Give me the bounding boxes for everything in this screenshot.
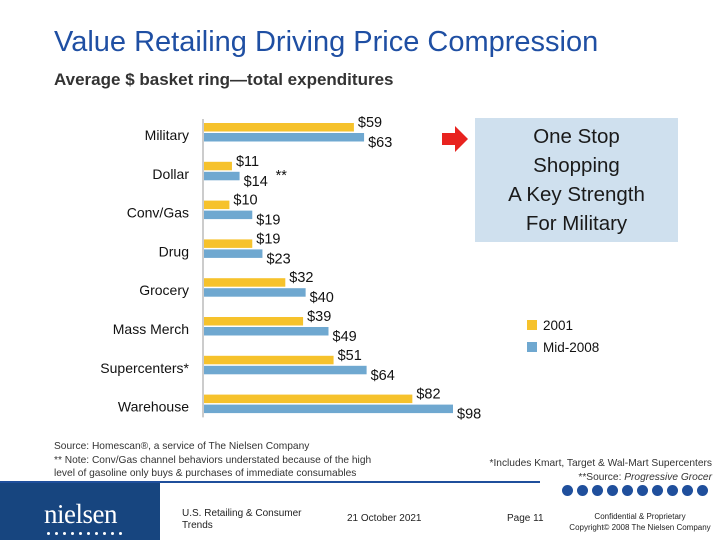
category-label: Supercenters*	[100, 360, 189, 376]
category-label: Conv/Gas	[127, 205, 189, 221]
data-label: $19	[256, 213, 280, 229]
bar-2001-conv-gas	[204, 200, 230, 210]
dot-icon	[622, 485, 633, 496]
bar-2001-warehouse	[204, 394, 413, 404]
data-label: $98	[457, 407, 481, 423]
footer-legal: Confidential & Proprietary Copyright© 20…	[566, 511, 714, 533]
source2-prefix: **Source:	[578, 471, 625, 483]
dot-icon	[577, 485, 588, 496]
bar-mid-2008-dollar	[204, 171, 240, 181]
dot-icon	[667, 485, 678, 496]
decorative-dots	[562, 485, 708, 496]
logo-text: nielsen	[44, 499, 117, 529]
nielsen-logo: nielsen	[0, 483, 160, 540]
footnotes-right: *Includes Kmart, Target & Wal-Mart Super…	[489, 457, 712, 484]
footer-date: 21 October 2021	[347, 513, 422, 524]
chart-legend: 2001 Mid-2008	[527, 314, 599, 358]
logo-dots	[47, 532, 122, 535]
dept-line: U.S. Retailing & Consumer	[182, 508, 302, 519]
dot-icon	[637, 485, 648, 496]
legend-label: Mid-2008	[543, 339, 600, 355]
slide-title: Value Retailing Driving Price Compressio…	[54, 26, 599, 58]
bar-chart: Military $59 $63 Dollar $11 $14 ** Conv/Gas $10 $…	[100, 115, 481, 423]
dot-icon	[562, 485, 573, 496]
bar-2001-dollar	[204, 161, 232, 171]
bar-2001-drug	[204, 239, 253, 248]
bar-mid-2008-supercenters-	[204, 365, 367, 375]
footer-divider	[0, 481, 540, 483]
legend-label: 2001	[543, 317, 574, 333]
callout-box: One Stop Shopping A Key Strength For Mil…	[475, 118, 678, 242]
footer-page: Page 11	[507, 513, 544, 524]
includes-note: *Includes Kmart, Target & Wal-Mart Super…	[489, 458, 712, 469]
bar-2001-mass-merch	[204, 317, 304, 326]
legend-item-mid-2008: Mid-2008	[527, 336, 599, 358]
annotation-label: **	[276, 168, 288, 184]
data-label: $14	[244, 174, 268, 190]
data-label: $82	[416, 387, 440, 403]
bar-2001-military	[204, 123, 354, 132]
callout-line: Shopping	[533, 154, 620, 177]
data-label: $64	[371, 368, 395, 384]
bar-2001-grocery	[204, 278, 286, 287]
confidential-text: Confidential & Proprietary	[594, 512, 686, 521]
copyright-text: Copyright© 2008 The Nielsen Company	[569, 523, 711, 532]
data-label: $40	[310, 290, 334, 306]
data-label: $32	[289, 270, 313, 286]
category-label: Dollar	[152, 166, 189, 182]
source2-name: Progressive Grocer	[624, 471, 712, 483]
category-label: Grocery	[139, 282, 189, 298]
bar-mid-2008-warehouse	[204, 404, 453, 414]
bar-mid-2008-drug	[204, 249, 263, 258]
bar-mid-2008-grocery	[204, 288, 306, 297]
category-label: Military	[145, 127, 189, 143]
dot-icon	[607, 485, 618, 496]
dot-icon	[697, 485, 708, 496]
note-line: ** Note: Conv/Gas channel behaviors unde…	[54, 454, 372, 466]
legend-swatch	[527, 320, 537, 330]
category-label: Mass Merch	[113, 321, 189, 337]
bar-mid-2008-mass-merch	[204, 327, 329, 336]
category-label: Warehouse	[118, 399, 189, 415]
data-label: $51	[338, 348, 362, 364]
source2-note: **Source: Progressive Grocer	[489, 471, 712, 485]
callout-line: One Stop	[533, 125, 620, 148]
data-label: $11	[236, 154, 259, 170]
bar-mid-2008-conv-gas	[204, 210, 253, 220]
source-line: Source: Homescan®, a service of The Niel…	[54, 441, 310, 452]
bar-mid-2008-military	[204, 133, 365, 142]
data-label: $39	[307, 309, 331, 325]
dot-icon	[682, 485, 693, 496]
callout-line: A Key Strength	[508, 183, 645, 206]
footer: nielsen U.S. Retailing & Consumer Trends…	[0, 481, 720, 540]
callout-line: For Military	[525, 212, 628, 235]
legend-swatch	[527, 342, 537, 352]
dot-icon	[652, 485, 663, 496]
data-label: $19	[256, 231, 280, 247]
data-label: $23	[266, 251, 290, 267]
category-label: Drug	[159, 243, 189, 259]
data-label: $10	[233, 193, 257, 209]
dept-line: Trends	[182, 520, 213, 531]
data-label: $63	[368, 135, 392, 151]
dot-icon	[592, 485, 603, 496]
data-label: $49	[333, 329, 357, 345]
bar-2001-supercenters-	[204, 355, 334, 365]
legend-item-2001: 2001	[527, 314, 599, 336]
note-line: level of gasoline only buys & purchases …	[54, 468, 357, 480]
right-arrow-icon	[442, 126, 468, 152]
source-notes: Source: Homescan®, a service of The Niel…	[54, 440, 414, 481]
footer-department: U.S. Retailing & Consumer Trends	[182, 508, 302, 532]
data-label: $59	[358, 115, 382, 131]
slide-subtitle: Average $ basket ring—total expenditures	[54, 70, 394, 89]
